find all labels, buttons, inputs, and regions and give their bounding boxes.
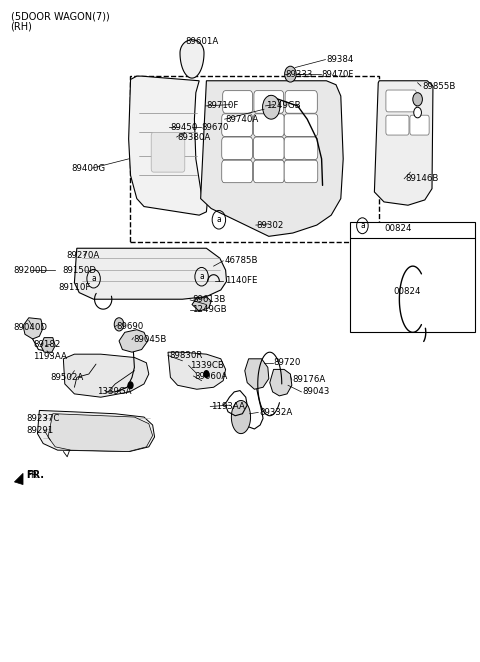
Polygon shape (37, 410, 155, 451)
Circle shape (128, 382, 133, 389)
Text: 89855B: 89855B (422, 81, 456, 91)
Text: 89302: 89302 (257, 220, 284, 230)
FancyBboxPatch shape (253, 114, 284, 136)
Text: 89450: 89450 (170, 122, 198, 132)
Text: 89380A: 89380A (178, 132, 211, 142)
Polygon shape (231, 401, 251, 434)
Text: 89720: 89720 (274, 358, 301, 367)
Circle shape (114, 318, 124, 331)
Text: (5DOOR WAGON(7)): (5DOOR WAGON(7)) (11, 12, 109, 22)
Text: 89400G: 89400G (71, 164, 105, 173)
FancyBboxPatch shape (284, 160, 318, 183)
FancyBboxPatch shape (222, 114, 252, 136)
Text: 89291: 89291 (26, 426, 54, 435)
Polygon shape (201, 81, 343, 236)
FancyBboxPatch shape (222, 160, 252, 183)
Polygon shape (168, 352, 226, 389)
Text: 89601A: 89601A (185, 36, 218, 46)
FancyBboxPatch shape (222, 137, 252, 160)
Circle shape (204, 371, 209, 377)
FancyBboxPatch shape (386, 90, 416, 112)
Polygon shape (63, 354, 149, 397)
Polygon shape (270, 369, 292, 396)
Text: 89110F: 89110F (59, 283, 91, 292)
Text: 89200D: 89200D (13, 265, 48, 275)
Text: 00824: 00824 (394, 287, 421, 296)
Text: 00824: 00824 (384, 224, 411, 233)
Text: 89470F: 89470F (322, 70, 354, 79)
Polygon shape (48, 414, 153, 451)
Text: 89613B: 89613B (192, 295, 226, 305)
Polygon shape (180, 40, 204, 78)
Text: 89502A: 89502A (50, 373, 84, 382)
FancyBboxPatch shape (285, 91, 317, 113)
Polygon shape (374, 81, 433, 205)
Text: a: a (216, 215, 221, 224)
Polygon shape (192, 297, 211, 311)
Polygon shape (119, 330, 148, 352)
Polygon shape (245, 359, 269, 389)
Circle shape (285, 66, 296, 82)
Text: 1339GA: 1339GA (97, 387, 132, 397)
Text: 89237C: 89237C (26, 414, 60, 423)
Text: 89146B: 89146B (406, 174, 439, 183)
Text: 89043: 89043 (302, 387, 330, 397)
Text: 1193AA: 1193AA (211, 402, 245, 411)
FancyBboxPatch shape (386, 115, 409, 135)
Polygon shape (129, 76, 207, 215)
Text: 1193AA: 1193AA (33, 352, 67, 361)
Text: 89690: 89690 (116, 322, 144, 331)
Text: 1140FE: 1140FE (225, 276, 257, 285)
Text: 89060A: 89060A (194, 371, 228, 381)
Text: 89830R: 89830R (169, 351, 203, 360)
FancyBboxPatch shape (410, 115, 429, 135)
Circle shape (413, 93, 422, 106)
Circle shape (414, 107, 421, 118)
Text: 89333: 89333 (286, 70, 313, 79)
Text: a: a (360, 221, 365, 230)
Text: 46785B: 46785B (225, 256, 258, 265)
FancyBboxPatch shape (223, 91, 252, 113)
Text: 89182: 89182 (34, 340, 61, 349)
Text: 89332A: 89332A (259, 408, 292, 417)
Polygon shape (14, 473, 23, 485)
Text: 89710F: 89710F (206, 101, 239, 111)
Text: a: a (91, 274, 96, 283)
FancyBboxPatch shape (284, 114, 318, 136)
Text: 89384: 89384 (326, 55, 354, 64)
Polygon shape (41, 338, 55, 352)
Polygon shape (74, 248, 227, 299)
Text: 89670: 89670 (202, 122, 229, 132)
Text: 1249GB: 1249GB (192, 305, 227, 314)
Text: 1249GB: 1249GB (266, 101, 301, 111)
FancyBboxPatch shape (284, 137, 318, 160)
Text: 89740A: 89740A (226, 115, 259, 124)
Polygon shape (23, 318, 43, 339)
Text: 89045B: 89045B (133, 335, 167, 344)
Text: 89176A: 89176A (293, 375, 326, 385)
Text: 89040D: 89040D (13, 322, 48, 332)
Text: FR.: FR. (26, 471, 40, 480)
FancyBboxPatch shape (254, 91, 284, 113)
Text: 89270A: 89270A (66, 251, 99, 260)
Text: a: a (199, 272, 204, 281)
FancyBboxPatch shape (253, 160, 284, 183)
Circle shape (263, 95, 280, 119)
FancyBboxPatch shape (151, 132, 185, 172)
Text: (RH): (RH) (11, 22, 33, 32)
Text: FR.: FR. (26, 470, 44, 481)
FancyBboxPatch shape (350, 222, 475, 332)
Text: 1339CB: 1339CB (190, 361, 224, 370)
Text: 89150D: 89150D (62, 265, 96, 275)
FancyBboxPatch shape (253, 137, 284, 160)
